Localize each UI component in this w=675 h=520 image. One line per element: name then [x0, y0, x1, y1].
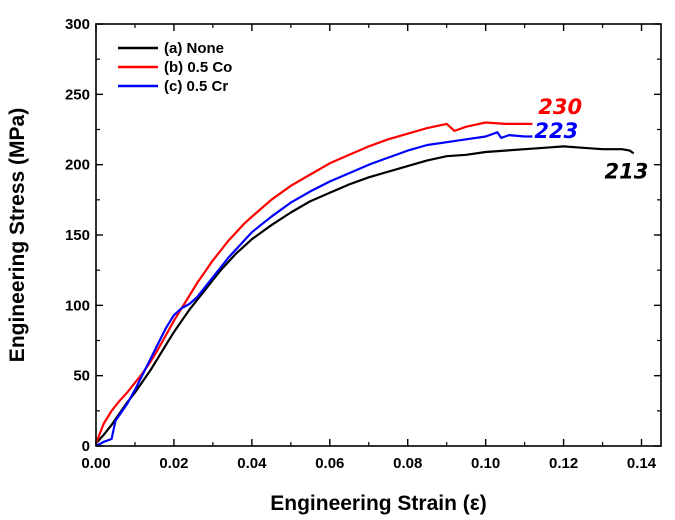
axes: 0.00 0.02 0.04 0.06 0.08 0.10 0.12 0.14 0 50 100 15… — [65, 16, 662, 472]
y-axis-title: Engineering Stress (MPa) — [6, 108, 29, 362]
legend-label-2: (c) 0.5 Cr — [164, 78, 228, 95]
peak-value-label-2: 213 — [605, 160, 649, 184]
y-tick-label: 200 — [65, 157, 90, 174]
y-tick-label: 300 — [65, 16, 90, 33]
legend: (a) None (b) 0.5 Co (c) 0.5 Cr — [118, 40, 232, 95]
x-tick-label: 0.04 — [237, 455, 267, 472]
legend-label-0: (a) None — [164, 40, 224, 57]
legend-label-1: (b) 0.5 Co — [164, 59, 232, 76]
y-tick-label: 100 — [65, 297, 90, 314]
y-tick-label: 50 — [73, 368, 90, 385]
y-tick-label: 250 — [65, 86, 90, 103]
series-line-2 — [95, 131, 533, 447]
x-tick-label: 0.14 — [627, 455, 657, 472]
peak-value-label-1: 223 — [534, 119, 578, 143]
x-tick-label: 0.02 — [159, 455, 188, 472]
x-tick-label: 0.08 — [393, 455, 422, 472]
x-tick-label: 0.00 — [81, 455, 110, 472]
y-tick-label: 0 — [82, 438, 90, 455]
plot-area — [94, 121, 635, 447]
x-tick-label: 0.06 — [315, 455, 344, 472]
peak-value-label-0: 230 — [538, 95, 582, 119]
x-tick-label: 0.12 — [549, 455, 578, 472]
series-line-0 — [95, 145, 635, 444]
x-tick-label: 0.10 — [471, 455, 500, 472]
y-tick-label: 150 — [65, 227, 90, 244]
x-axis-title: Engineering Strain (ε) — [270, 492, 486, 515]
